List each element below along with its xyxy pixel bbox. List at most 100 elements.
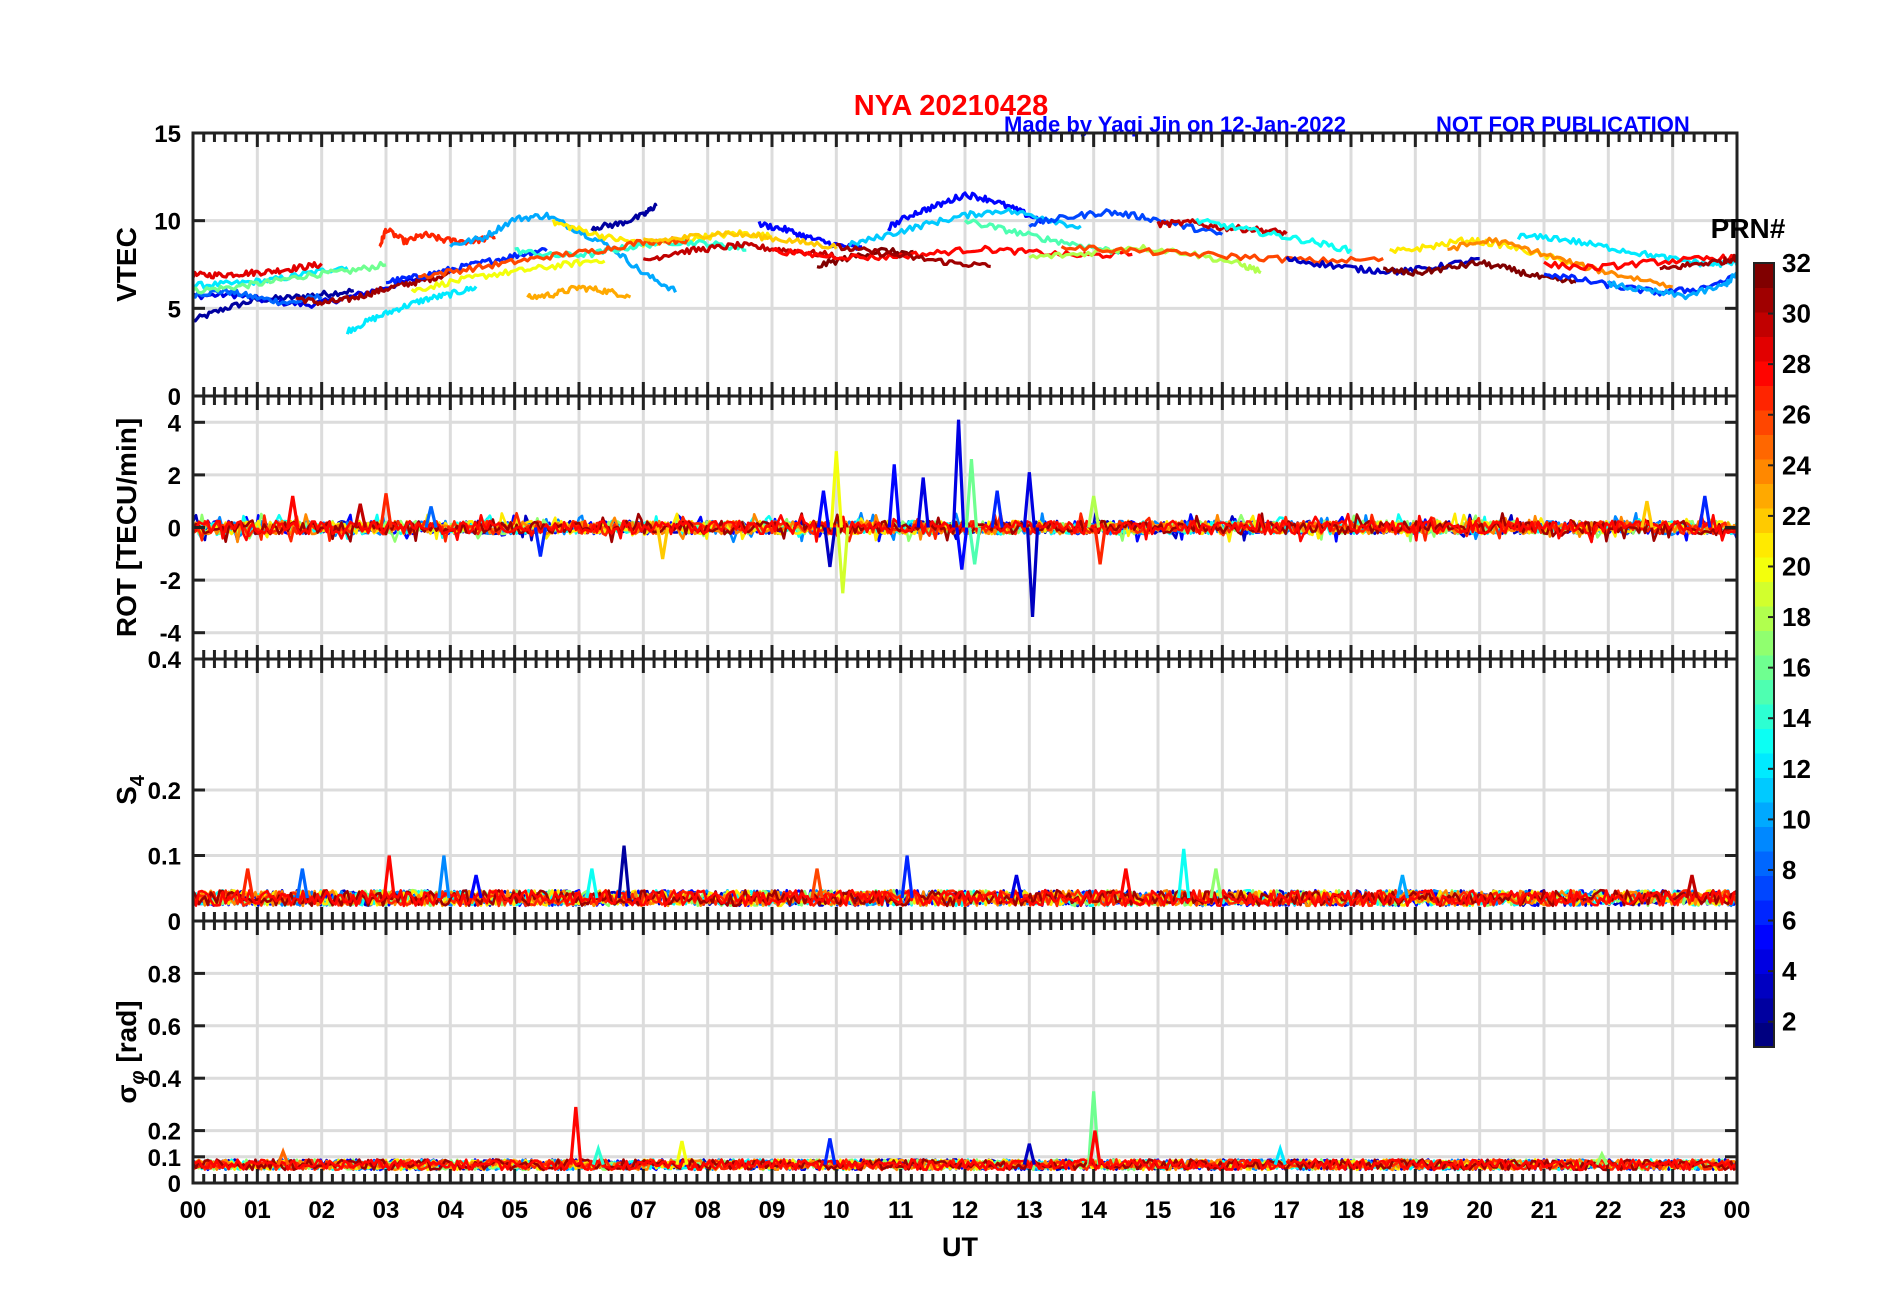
y-tick-label: 0.2 bbox=[148, 778, 181, 805]
x-axis: UT 00 01 02 03 04 05 06 07 08 09 10 11 12 13 14 15 16 17 1… bbox=[180, 1197, 1751, 1262]
spike-prn-6 bbox=[900, 855, 914, 899]
x-tick-label: 05 bbox=[501, 1197, 528, 1224]
x-tick-label: 22 bbox=[1595, 1197, 1622, 1224]
data-series bbox=[193, 845, 1737, 908]
x-tick-label: 09 bbox=[759, 1197, 786, 1224]
colorbar-swatch bbox=[1754, 287, 1774, 313]
noise-line-prn-31 bbox=[193, 888, 1737, 908]
y-tick-label: 10 bbox=[154, 209, 181, 236]
data-series bbox=[193, 1091, 1737, 1172]
spike-prn-26 bbox=[810, 868, 824, 899]
y-axis-label-rot: ROT [TECU/min] bbox=[111, 418, 142, 637]
colorbar-swatch bbox=[1754, 361, 1774, 386]
grid bbox=[191, 657, 1739, 923]
spike-prn-14 bbox=[591, 1143, 605, 1166]
series-line-prn-2 bbox=[193, 287, 355, 323]
spike-prn-28 bbox=[1088, 1130, 1102, 1165]
colorbar-swatch bbox=[1754, 483, 1774, 509]
spike-prn-19 bbox=[836, 527, 850, 594]
series-line-prn-7 bbox=[1028, 208, 1224, 236]
data-series bbox=[193, 419, 1737, 618]
colorbar-swatch bbox=[1754, 826, 1774, 852]
y-tick-label: 0.1 bbox=[148, 1145, 181, 1172]
x-tick-label: 12 bbox=[952, 1197, 979, 1224]
y-tick-label: 0 bbox=[168, 1171, 181, 1198]
panel-vtec: 0 5 10 15 VTEC bbox=[111, 121, 1739, 411]
series-line-prn-2 bbox=[590, 202, 658, 232]
colorbar-tick-label: 18 bbox=[1782, 602, 1811, 632]
spike-prn-6 bbox=[823, 1138, 837, 1165]
x-tick-label: 13 bbox=[1016, 1197, 1043, 1224]
y-tick-label: -4 bbox=[160, 621, 182, 648]
y-tick-label: 5 bbox=[168, 296, 181, 323]
spike-prn-15 bbox=[968, 527, 982, 565]
spike-prn-4 bbox=[1022, 472, 1036, 528]
noise-line-prn-28 bbox=[193, 888, 1737, 908]
y-tick-label: 0 bbox=[168, 909, 181, 936]
colorbar-tick-label: 24 bbox=[1782, 450, 1811, 480]
spike-prn-4 bbox=[916, 477, 930, 528]
series-line-prn-12 bbox=[1516, 232, 1737, 268]
spike-prn-5 bbox=[469, 874, 483, 899]
y-tick-label: 0 bbox=[168, 384, 181, 411]
x-ticks bbox=[191, 921, 1739, 1183]
colorbar-swatch bbox=[1754, 949, 1774, 974]
spike-prn-17 bbox=[1209, 868, 1223, 899]
spike-prn-28 bbox=[382, 855, 396, 899]
spike-prn-4 bbox=[951, 419, 966, 528]
colorbar-swatch bbox=[1754, 508, 1774, 533]
spike-prn-13 bbox=[585, 868, 599, 899]
colorbar-tick-label: 4 bbox=[1782, 956, 1797, 986]
colorbar-tick-label: 12 bbox=[1782, 754, 1811, 784]
colorbar-tick-label: 10 bbox=[1782, 804, 1811, 834]
colorbar-swatch bbox=[1754, 263, 1774, 288]
series-line-prn-6 bbox=[1543, 272, 1737, 297]
spike-prn-28 bbox=[569, 1106, 583, 1165]
spike-prn-5 bbox=[955, 527, 969, 570]
x-tick-label: 23 bbox=[1659, 1197, 1686, 1224]
noise-line-prn-28 bbox=[193, 1158, 1737, 1172]
series-line-prn-30 bbox=[1156, 218, 1288, 237]
x-tick-label: 21 bbox=[1531, 1197, 1558, 1224]
x-tick-label: 16 bbox=[1209, 1197, 1236, 1224]
x-tick-label: 18 bbox=[1338, 1197, 1365, 1224]
y-tick-label: 0.4 bbox=[148, 1066, 182, 1093]
colorbar-swatch bbox=[1754, 434, 1774, 460]
colorbar-swatch bbox=[1754, 753, 1774, 778]
x-tick-label: 04 bbox=[437, 1197, 464, 1224]
y-tick-label: 0.8 bbox=[148, 961, 181, 988]
colorbar-swatch bbox=[1754, 704, 1774, 729]
colorbar-swatch bbox=[1754, 1022, 1774, 1048]
colorbar-swatch bbox=[1754, 973, 1774, 999]
colorbar-swatch bbox=[1754, 900, 1774, 925]
colorbar-swatch bbox=[1754, 802, 1774, 827]
series-line-prn-20 bbox=[410, 258, 606, 294]
colorbar-tick-label: 8 bbox=[1782, 855, 1796, 885]
colorbar-tick-label: 32 bbox=[1782, 248, 1811, 278]
spike-prn-27 bbox=[1093, 527, 1107, 565]
spike-prn-28 bbox=[286, 495, 300, 528]
series-line-prn-32 bbox=[1382, 259, 1577, 285]
colorbar-swatch bbox=[1754, 777, 1774, 803]
spike-prn-17 bbox=[1595, 1150, 1609, 1166]
colorbar-swatch bbox=[1754, 557, 1774, 582]
y-tick-label: 15 bbox=[154, 121, 181, 148]
series-line-prn-5 bbox=[887, 191, 1044, 232]
spike-prn-16 bbox=[964, 459, 979, 528]
x-tick-label: 01 bbox=[244, 1197, 271, 1224]
y-tick-label: -2 bbox=[160, 568, 181, 595]
series-line-prn-26 bbox=[1060, 244, 1384, 265]
y-tick-label: 0.2 bbox=[148, 1119, 181, 1146]
spike-prn-30 bbox=[1685, 874, 1699, 899]
x-tick-label: 03 bbox=[373, 1197, 400, 1224]
x-tick-label: 10 bbox=[823, 1197, 850, 1224]
spike-prn-6 bbox=[990, 490, 1004, 528]
x-tick-label: 15 bbox=[1145, 1197, 1172, 1224]
spike-prn-5 bbox=[816, 490, 831, 528]
y-tick-label: 0.1 bbox=[148, 844, 181, 871]
series-line-prn-31 bbox=[1659, 253, 1737, 271]
colorbar-tick-label: 26 bbox=[1782, 400, 1811, 430]
series-line-prn-13 bbox=[1195, 217, 1353, 254]
spike-prn-20 bbox=[829, 451, 843, 528]
